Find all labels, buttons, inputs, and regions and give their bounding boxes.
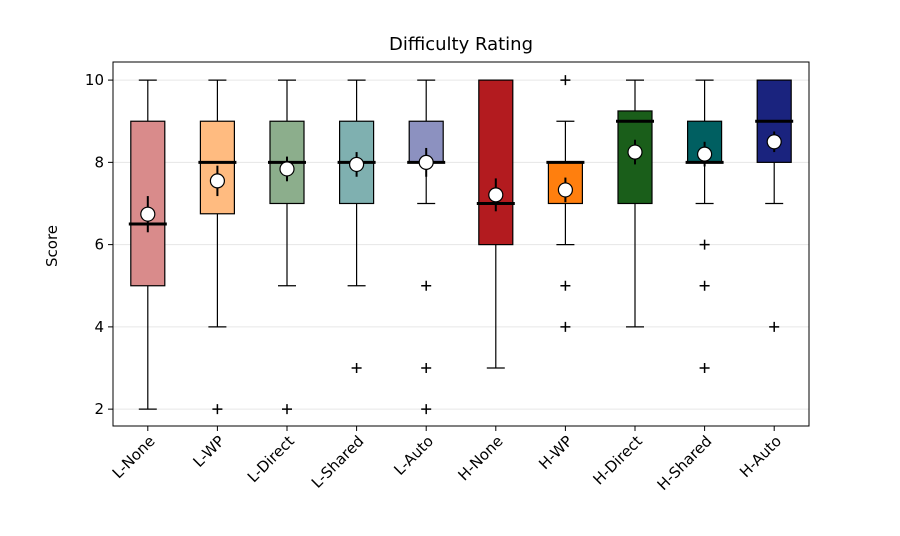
y-tick-label: 6 — [94, 236, 104, 254]
mean-marker — [488, 187, 504, 203]
mean-marker — [209, 173, 225, 189]
mean-marker — [279, 161, 295, 177]
mean-marker — [627, 144, 643, 160]
mean-marker — [557, 182, 574, 198]
flier — [699, 280, 710, 291]
y-tick-label: 2 — [94, 400, 104, 418]
mean-marker — [696, 146, 713, 162]
chart-title: Difficulty Rating — [389, 34, 533, 55]
flier — [560, 75, 571, 86]
flier — [351, 363, 362, 374]
flier — [560, 321, 571, 332]
box — [478, 79, 514, 246]
flier — [560, 280, 571, 291]
mean-marker — [766, 134, 782, 150]
y-tick-label: 4 — [94, 318, 104, 336]
flier — [699, 239, 710, 250]
flier — [421, 280, 432, 291]
mean-marker — [418, 154, 434, 170]
mean-marker — [349, 156, 365, 173]
flier — [421, 363, 432, 374]
flier — [421, 404, 432, 415]
flier — [282, 404, 292, 415]
mean-marker — [140, 206, 156, 222]
y-tick-label: 8 — [94, 153, 104, 171]
plot-frame — [112, 61, 810, 427]
y-tick-label: 10 — [85, 71, 104, 89]
flier — [699, 363, 710, 374]
y-axis-label: Score — [43, 225, 61, 267]
flier — [769, 321, 780, 332]
flier — [212, 404, 223, 415]
